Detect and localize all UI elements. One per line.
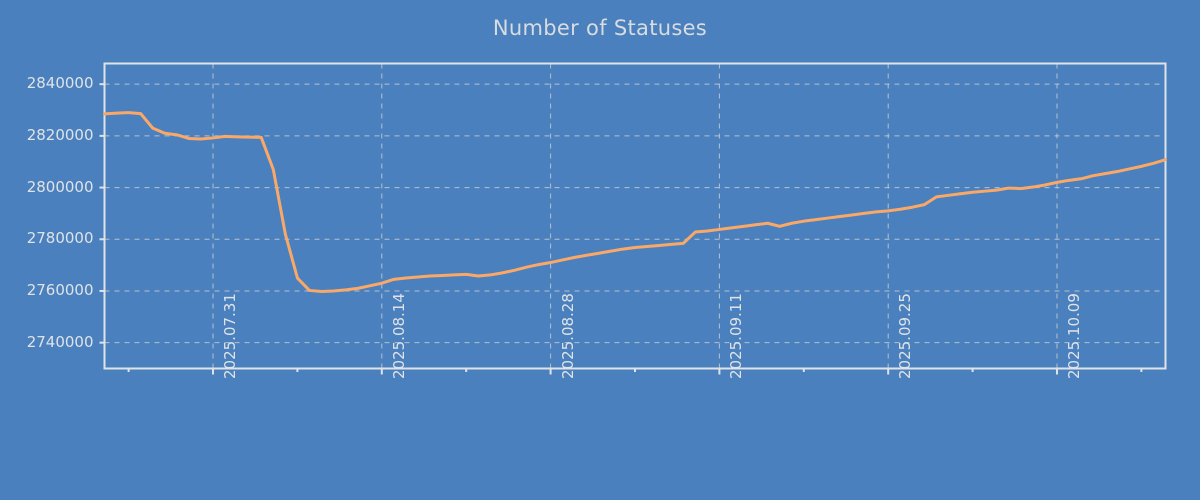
x-tick-label: 2025.07.31 <box>221 292 239 379</box>
y-tick-label: 2800000 <box>26 177 94 196</box>
y-tick-label: 2780000 <box>26 229 94 248</box>
tick-marks <box>99 83 1143 375</box>
y-tick-label: 2820000 <box>26 125 94 144</box>
x-tick-label: 2025.08.28 <box>558 292 577 379</box>
chart-title: Number of Statuses <box>492 16 708 40</box>
x-tick-label: 2025.08.14 <box>389 292 408 379</box>
y-tick-label: 2760000 <box>26 280 94 299</box>
plot-frame <box>103 62 1167 370</box>
x-tick-label: 2025.09.25 <box>896 292 915 379</box>
grid-lines <box>104 63 1166 369</box>
data-line-number-of-statuses <box>103 111 1167 293</box>
x-tick-label: 2025.10.09 <box>1064 292 1083 379</box>
y-tick-label: 2740000 <box>26 332 94 351</box>
y-tick-label: 2840000 <box>26 74 94 93</box>
x-tick-label: 2025.09.11 <box>727 292 746 379</box>
